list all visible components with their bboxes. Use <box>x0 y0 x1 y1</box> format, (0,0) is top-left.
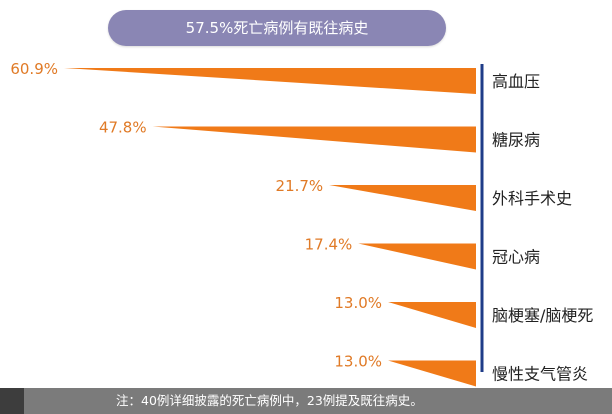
chart-title: 57.5%死亡病例有既往病史 <box>108 10 446 46</box>
value-label-1: 47.8% <box>99 119 147 137</box>
bar-2 <box>329 185 476 211</box>
bar-3 <box>358 243 476 270</box>
value-label-4: 13.0% <box>334 294 382 312</box>
category-label-0: 高血压 <box>492 72 540 91</box>
bar-5 <box>388 360 476 387</box>
value-label-3: 17.4% <box>305 236 353 254</box>
bar-4 <box>388 302 476 328</box>
value-label-5: 13.0% <box>334 353 382 371</box>
value-label-2: 21.7% <box>276 177 324 195</box>
value-label-0: 60.9% <box>10 60 58 78</box>
category-label-3: 冠心病 <box>492 248 540 267</box>
category-label-2: 外科手术史 <box>492 189 572 208</box>
category-label-4: 脑梗塞/脑梗死 <box>492 306 593 325</box>
bar-1 <box>152 126 477 153</box>
category-label-1: 糖尿病 <box>492 131 540 150</box>
footnote-text: 注：40例详细披露的死亡病例中，23例提及既往病史。 <box>116 393 423 408</box>
footnote-strip <box>0 388 24 414</box>
bar-0 <box>64 68 476 94</box>
category-label-5: 慢性支气管炎 <box>492 365 588 384</box>
footnote-bar: 注：40例详细披露的死亡病例中，23例提及既往病史。 <box>0 388 612 414</box>
